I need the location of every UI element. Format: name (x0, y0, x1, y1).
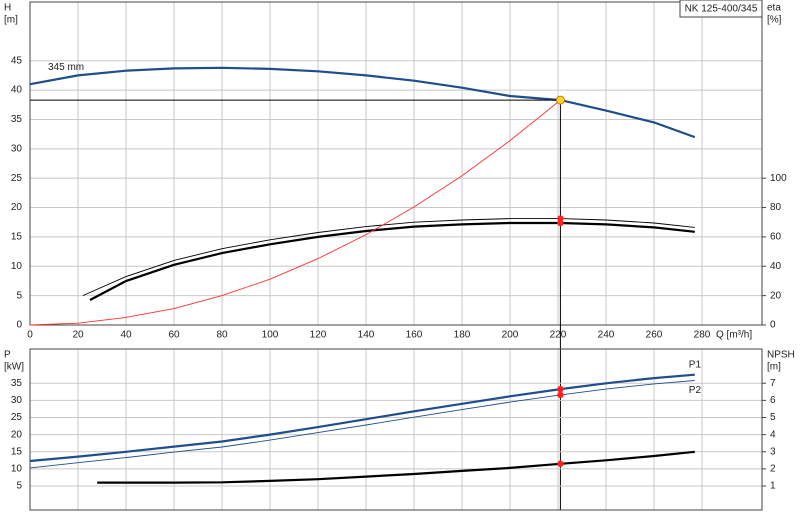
curve (82, 218, 695, 297)
x-tick-label: 40 (120, 330, 132, 341)
curve-label: P1 (689, 359, 702, 370)
y2-tick-label: 6 (770, 395, 776, 406)
y-tick-label: 15 (11, 446, 23, 457)
x-axis-label: Q [m³/h] (716, 330, 752, 341)
x-tick-label: 80 (216, 330, 228, 341)
y2-tick-label: 5 (770, 412, 776, 423)
x-tick-label: 120 (310, 330, 327, 341)
y2-axis-label: [%] (767, 15, 782, 26)
y-tick-label: 35 (11, 378, 23, 389)
y2-tick-label: 100 (770, 173, 787, 184)
y-axis-label: [kW] (4, 362, 24, 373)
curve-label: 345 mm (48, 62, 84, 73)
y2-tick-label: 1 (770, 481, 776, 492)
x-tick-label: 20 (72, 330, 84, 341)
y-axis-label: P (4, 350, 11, 361)
curve (29, 380, 695, 469)
y-tick-label: 30 (11, 395, 23, 406)
y-tick-label: 5 (16, 481, 22, 492)
plot-frame (29, 1, 763, 326)
y2-tick-label: 3 (770, 446, 776, 457)
y-tick-label: 20 (11, 429, 23, 440)
y-tick-label: 0 (16, 320, 22, 331)
y-tick-label: 35 (11, 114, 23, 125)
y2-tick-label: 4 (770, 429, 776, 440)
x-tick-label: 180 (454, 330, 471, 341)
x-tick-label: 60 (168, 330, 180, 341)
y-tick-label: 25 (11, 412, 23, 423)
x-tick-label: 0 (27, 330, 33, 341)
duty-dot (557, 219, 564, 227)
y2-tick-label: 40 (770, 261, 782, 272)
y2-axis-label: eta (767, 3, 781, 14)
x-tick-label: 200 (502, 330, 519, 341)
y2-tick-label: 20 (770, 290, 782, 301)
x-tick-label: 140 (358, 330, 375, 341)
y-tick-label: 45 (11, 55, 23, 66)
title-box (679, 0, 763, 18)
plot-frame (29, 348, 763, 511)
y-tick-label: 10 (11, 464, 23, 475)
curve (97, 450, 695, 484)
x-tick-label: 100 (262, 330, 279, 341)
y2-tick-label: 2 (770, 464, 776, 475)
curve (89, 221, 695, 301)
y-tick-label: 15 (11, 232, 23, 243)
curve (29, 66, 696, 139)
y2-axis-label: NPSH (767, 350, 795, 361)
y-tick-label: 40 (11, 85, 23, 96)
duty-dot (557, 215, 564, 222)
y2-tick-label: 7 (770, 378, 776, 389)
x-tick-label: 240 (598, 330, 615, 341)
x-tick-label: 220 (550, 330, 567, 341)
x-tick-label: 280 (694, 330, 711, 341)
y-axis-label: [m] (4, 15, 18, 26)
y2-tick-label: 60 (770, 232, 782, 243)
y2-tick-label: 0 (770, 320, 776, 331)
y-axis-label: H (4, 3, 11, 14)
y-tick-label: 30 (11, 143, 23, 154)
curve-label: P2 (689, 385, 702, 396)
x-tick-label: 160 (406, 330, 423, 341)
duty-dot (557, 385, 564, 393)
y2-axis-label: [m] (767, 362, 781, 373)
duty-dot (557, 391, 564, 399)
y-tick-label: 20 (11, 202, 23, 213)
duty-dot (557, 460, 564, 467)
x-tick-label: 260 (646, 330, 663, 341)
duty-point (555, 95, 565, 105)
y2-tick-label: 80 (770, 202, 782, 213)
y-tick-label: 10 (11, 261, 23, 272)
y-tick-label: 25 (11, 173, 23, 184)
curve (29, 99, 561, 326)
y-tick-label: 5 (16, 290, 22, 301)
chart-title: NK 125-400/345 (685, 4, 758, 15)
curve (29, 373, 695, 463)
